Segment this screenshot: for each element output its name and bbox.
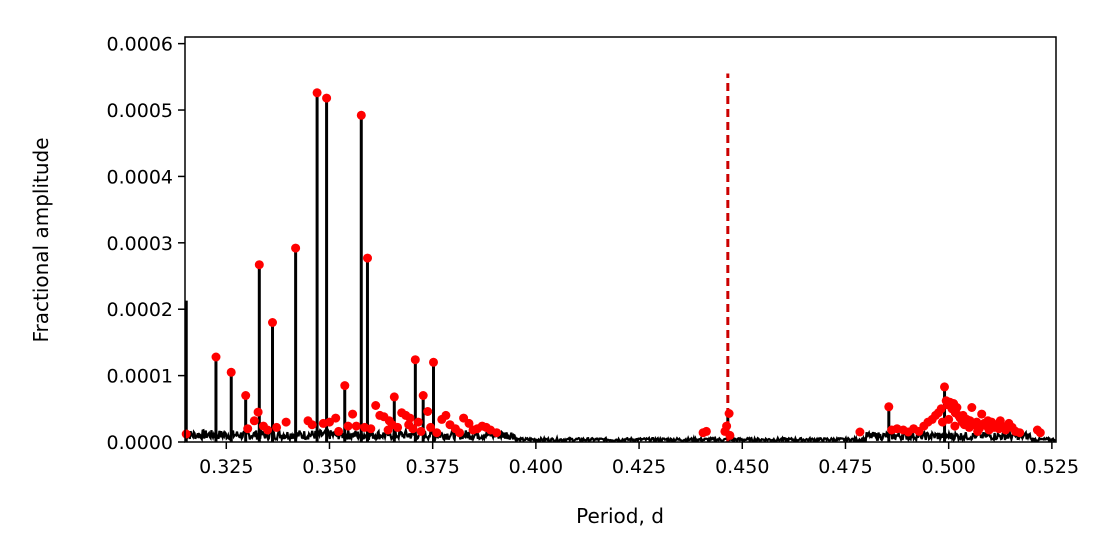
x-tick-label: 0.500 [921, 456, 975, 478]
peak-point [965, 416, 975, 426]
peak-point [356, 110, 366, 120]
x-tick-label: 0.475 [818, 456, 872, 478]
peak-point [312, 88, 322, 98]
peak-point [351, 421, 361, 431]
peak-point [884, 402, 894, 412]
y-tick-label: 0.0000 [107, 432, 173, 454]
peak-point [249, 416, 259, 426]
peak-point [995, 416, 1005, 426]
peak-point [363, 253, 372, 263]
peak-point [211, 352, 221, 362]
peak-point [291, 243, 301, 253]
y-tick-label: 0.0003 [107, 233, 173, 255]
peak-point [492, 428, 502, 438]
y-tick-label: 0.0006 [107, 34, 173, 56]
peak-point [724, 409, 734, 418]
peak-point [944, 414, 954, 424]
peak-point [343, 421, 353, 431]
noise-trace [185, 426, 1056, 442]
peak-point [241, 391, 251, 400]
x-tick-label: 0.425 [612, 456, 666, 478]
peak-point [432, 428, 442, 438]
y-axis-label: Fractional amplitude [29, 137, 53, 342]
peak-point [322, 93, 332, 103]
x-tick-label: 0.450 [715, 456, 769, 478]
peak-point [410, 355, 420, 365]
peak-point [243, 424, 253, 434]
plot-frame [184, 36, 1057, 443]
peak-point [348, 409, 358, 419]
peak-point [725, 430, 735, 440]
peak-point [334, 426, 344, 436]
peak-point [181, 429, 191, 439]
peak-point [967, 403, 977, 412]
peak-point [855, 427, 865, 437]
y-tick-label: 0.0002 [107, 299, 173, 321]
peak-point [423, 407, 433, 416]
peak-point [340, 381, 350, 391]
peak-point [940, 382, 949, 392]
peak-point [254, 260, 264, 270]
peak-point [441, 410, 451, 420]
y-tick-label: 0.0005 [107, 100, 173, 122]
peak-point [722, 421, 732, 431]
peak-point [958, 410, 968, 420]
x-axis-ticks: 0.325 0.350 0.375 0.400 0.425 0.450 0.475 0.500… [199, 442, 1079, 478]
peak-point [418, 391, 428, 400]
peak-point [307, 420, 317, 430]
x-tick-label: 0.525 [1025, 456, 1079, 478]
peak-point [389, 392, 399, 402]
x-tick-label: 0.350 [302, 456, 356, 478]
x-axis-label: Period, d [576, 504, 664, 528]
peak-point [253, 407, 263, 417]
peak-point [281, 417, 291, 427]
peak-point [429, 357, 438, 367]
peak-point [371, 401, 381, 410]
y-axis-ticks: 0.0000 0.0001 0.0002 0.0003 0.0004 0.0005 0.00… [107, 34, 185, 454]
x-tick-label: 0.325 [199, 456, 253, 478]
peak-point [263, 425, 273, 435]
peak-point [393, 422, 403, 432]
x-tick-label: 0.375 [405, 456, 459, 478]
peak-points [181, 88, 1045, 440]
peak-point [1035, 428, 1045, 438]
x-tick-label: 0.400 [509, 456, 563, 478]
peak-point [268, 318, 277, 327]
peak-point [1015, 428, 1025, 438]
peak-point [973, 426, 983, 436]
peak-point [426, 422, 436, 432]
peak-point [366, 424, 376, 434]
y-tick-label: 0.0004 [107, 166, 173, 188]
peak-point [977, 409, 987, 419]
peak-point [226, 367, 236, 377]
peak-point [404, 420, 414, 430]
peak-point [952, 403, 962, 412]
peak-point [413, 417, 423, 427]
noise-spectrum [185, 426, 1056, 442]
peak-point [983, 416, 993, 426]
peak-point [331, 413, 341, 423]
peak-point [701, 426, 711, 436]
peak-point [950, 421, 960, 431]
peak-point [383, 425, 393, 435]
y-tick-label: 0.0001 [107, 366, 173, 388]
peak-point [416, 426, 426, 436]
peak-point [272, 422, 282, 432]
peak-lines [185, 92, 947, 442]
peak-point [936, 404, 946, 414]
peak-point [464, 418, 474, 428]
peak-point [455, 428, 464, 438]
